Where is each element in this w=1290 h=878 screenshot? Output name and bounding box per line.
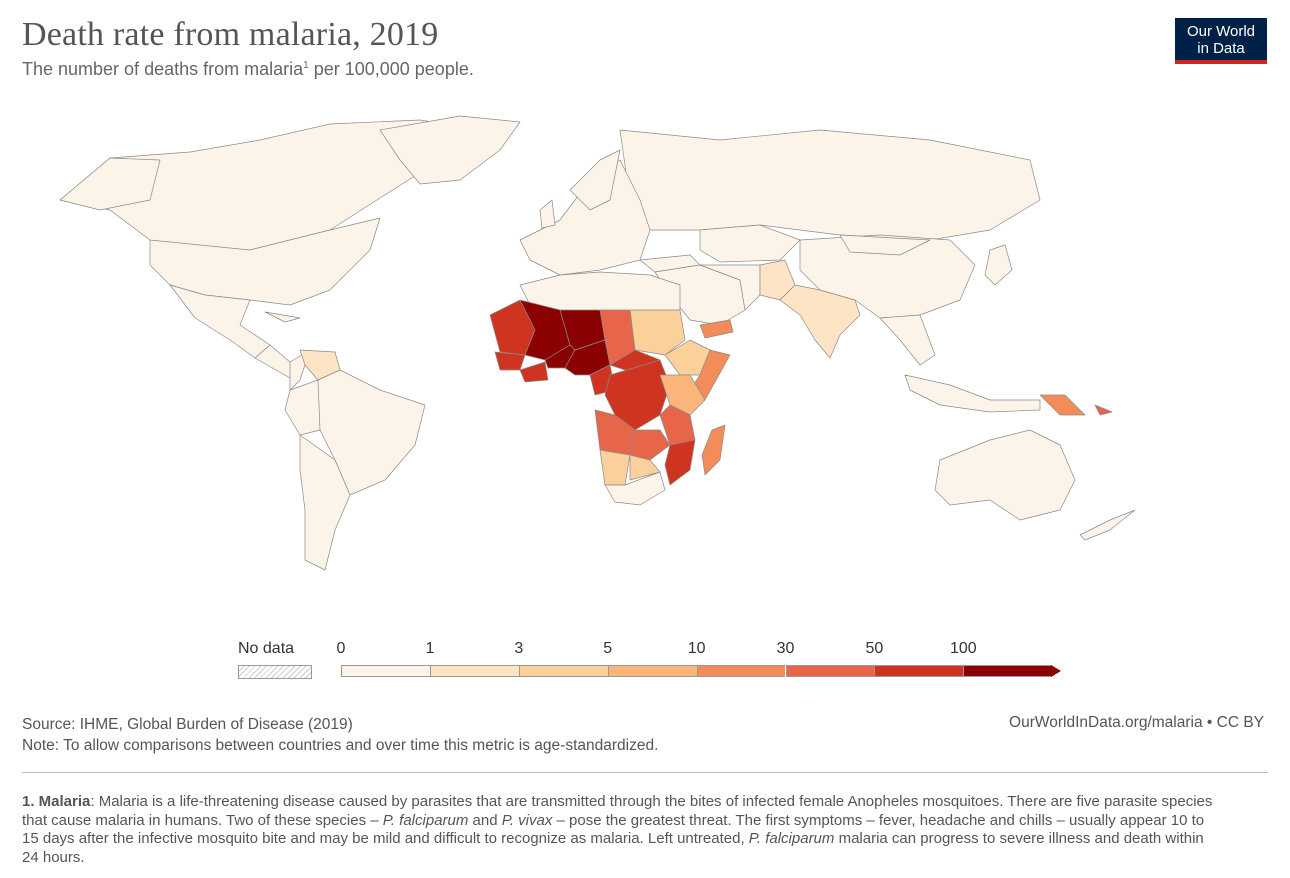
country-india[interactable] (779, 284, 861, 359)
country-uganda-kenya[interactable] (659, 374, 706, 416)
color-legend: No data 0 1 3 5 10 30 50 100 (230, 636, 1070, 686)
country-japan[interactable] (984, 244, 1013, 286)
country-png[interactable] (1039, 394, 1086, 416)
footnote-part: and (468, 811, 502, 829)
country-mongolia[interactable] (839, 234, 931, 256)
legend-bin[interactable] (518, 665, 608, 677)
footnote: 1. Malaria: Malaria is a life-threatenin… (22, 793, 1222, 867)
country-tanzania[interactable] (659, 404, 696, 446)
subtitle-text: The number of deaths from malaria (22, 59, 304, 79)
country-madagascar[interactable] (701, 424, 726, 476)
country-drc[interactable] (604, 359, 671, 431)
footnote-part: : Malaria is a life-threatening disease … (22, 793, 1213, 829)
no-data-swatch (238, 665, 312, 679)
country-australia[interactable] (934, 429, 1076, 521)
chart-subtitle: The number of deaths from malaria1 per 1… (22, 59, 474, 80)
note-text: Note: To allow comparisons between count… (22, 737, 659, 754)
country-namibia[interactable] (599, 449, 631, 486)
legend-tick-label: 100 (949, 640, 977, 657)
country-south-africa[interactable] (604, 471, 666, 506)
country-se-asia[interactable] (879, 314, 936, 366)
logo-line-1: Our World (1186, 23, 1256, 40)
country-scandinavia[interactable] (569, 149, 621, 211)
country-mozambique[interactable] (664, 439, 696, 486)
legend-arrow (1051, 665, 1062, 677)
legend-bin[interactable] (963, 665, 1053, 677)
legend-tick-label: 10 (687, 640, 706, 657)
source-block: Source: IHME, Global Burden of Disease (… (22, 714, 658, 756)
legend-bin[interactable] (874, 665, 964, 677)
legend-bin[interactable] (696, 665, 786, 677)
country-indonesia[interactable] (904, 374, 1041, 413)
legend-bin[interactable] (785, 665, 875, 677)
legend-bin[interactable] (607, 665, 697, 677)
country-ivory-coast[interactable] (519, 361, 549, 383)
footnote-italic: P. vivax (501, 811, 553, 829)
owid-logo[interactable]: Our World in Data (1175, 18, 1267, 64)
legend-bin[interactable] (341, 665, 430, 677)
legend-tick-label: 5 (603, 640, 613, 657)
footnote-italic: P. falciparum (748, 830, 835, 847)
chart-title: Death rate from malaria, 2019 (22, 16, 439, 53)
country-guinea[interactable] (494, 351, 526, 371)
subtitle-text-end: per 100,000 people. (308, 59, 474, 79)
source-text: Source: IHME, Global Burden of Disease (… (22, 716, 353, 733)
world-map[interactable] (0, 100, 1290, 590)
footnote-italic: P. falciparum (382, 811, 469, 829)
country-peru[interactable] (284, 379, 321, 436)
no-data-label: No data (238, 640, 295, 657)
legend-tick-label: 30 (776, 640, 795, 657)
logo-line-2: in Data (1197, 40, 1245, 57)
country-usa[interactable] (149, 217, 381, 306)
footnote-ref[interactable]: 1 (303, 60, 309, 71)
credit-link[interactable]: OurWorldInData.org/malaria • CC BY (1009, 714, 1264, 731)
country-cuba[interactable] (264, 311, 301, 323)
country-uk[interactable] (539, 199, 556, 229)
legend-tick-label: 50 (865, 640, 884, 657)
legend-tick-label: 1 (425, 640, 435, 657)
country-alaska[interactable] (59, 157, 161, 211)
footnote-label: 1. Malaria (22, 793, 91, 810)
legend-tick-label: 0 (336, 640, 346, 657)
country-new-zealand[interactable] (1079, 509, 1136, 541)
divider (22, 772, 1268, 773)
country-kazakhstan[interactable] (699, 224, 801, 263)
country-greenland[interactable] (379, 115, 521, 185)
footnote-part: – pose the greatest threat. The first sy… (22, 811, 1205, 848)
country-argentina[interactable] (299, 434, 351, 571)
footnote-part: malaria can progress to severe illness a… (22, 830, 1204, 866)
country-solomon[interactable] (1094, 404, 1113, 416)
country-iran[interactable] (699, 264, 761, 311)
country-zambia[interactable] (629, 429, 671, 461)
country-russia[interactable] (619, 129, 1041, 241)
legend-tick-label: 3 (514, 640, 524, 657)
legend-bin[interactable] (429, 665, 519, 677)
country-yemen[interactable] (699, 319, 734, 339)
